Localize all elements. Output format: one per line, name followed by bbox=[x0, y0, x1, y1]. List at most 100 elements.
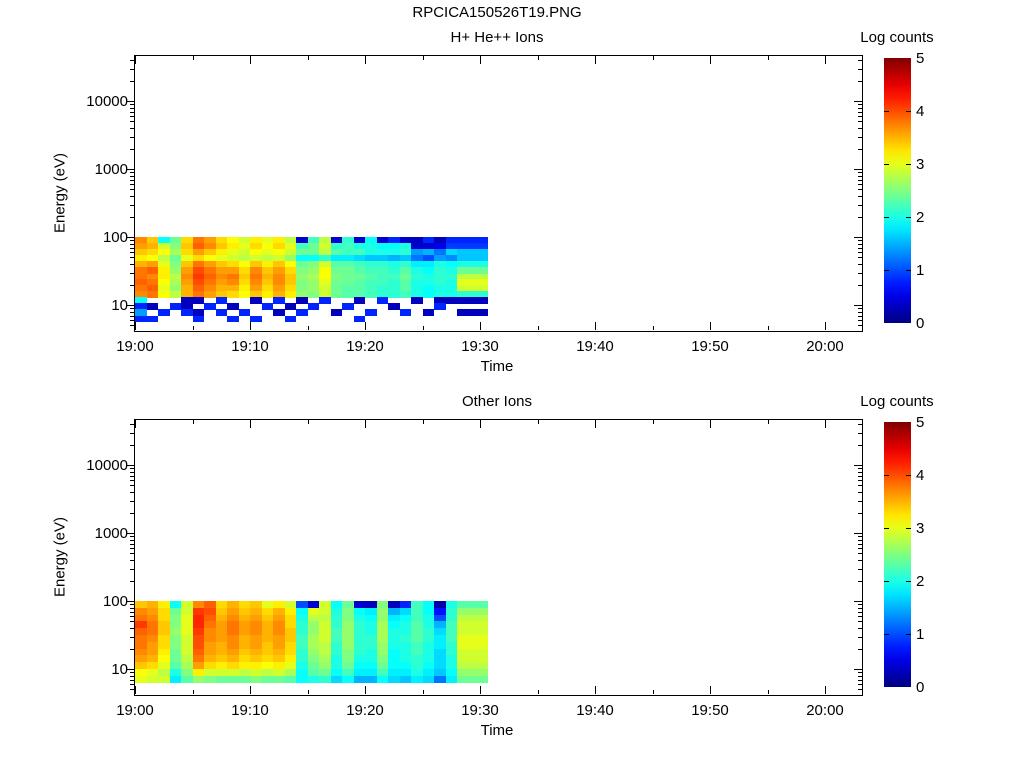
heatmap-cell bbox=[457, 255, 489, 262]
heatmap-cell bbox=[457, 607, 489, 616]
y-major-tick bbox=[126, 305, 134, 306]
y-minor-tick bbox=[130, 104, 134, 106]
heatmap-cell bbox=[227, 285, 239, 292]
heatmap-cell bbox=[158, 614, 170, 622]
heatmap-cell bbox=[284, 315, 297, 322]
heatmap-cell bbox=[238, 655, 251, 663]
heatmap-cell bbox=[169, 675, 182, 684]
y-minor-tick bbox=[130, 536, 134, 538]
heatmap-cell bbox=[204, 249, 216, 256]
heatmap-cell bbox=[204, 675, 216, 684]
heatmap-cell bbox=[204, 243, 216, 250]
y-minor-tick bbox=[130, 432, 134, 434]
heatmap-cell bbox=[411, 675, 423, 684]
heatmap-cell bbox=[146, 285, 159, 292]
y-minor-tick bbox=[858, 553, 862, 555]
x-minor-tick bbox=[767, 690, 769, 694]
heatmap-cell bbox=[445, 279, 458, 286]
heatmap-cell bbox=[261, 249, 274, 256]
heatmap-cell bbox=[296, 628, 308, 636]
heatmap-cell bbox=[353, 255, 366, 262]
y-minor-tick bbox=[858, 60, 862, 62]
heatmap-cell bbox=[215, 628, 228, 636]
heatmap-cell bbox=[250, 655, 262, 663]
x-axis-label-top: Time bbox=[480, 358, 514, 375]
heatmap-cell bbox=[296, 273, 308, 280]
heatmap-cell bbox=[319, 628, 331, 636]
heatmap-cell bbox=[273, 279, 285, 286]
heatmap-cell bbox=[261, 279, 274, 286]
heatmap-cell bbox=[192, 675, 205, 684]
colorbar-tick bbox=[906, 528, 911, 529]
heatmap-cell bbox=[261, 607, 274, 616]
heatmap-cell bbox=[411, 249, 423, 256]
heatmap-cell bbox=[388, 648, 400, 656]
x-tick-label: 19:50 bbox=[691, 338, 729, 355]
heatmap-cell bbox=[169, 249, 182, 256]
heatmap-cell bbox=[330, 291, 343, 298]
y-minor-tick bbox=[858, 500, 862, 502]
heatmap-cell bbox=[227, 267, 239, 274]
heatmap-cell bbox=[434, 303, 446, 310]
heatmap-cell bbox=[169, 285, 182, 292]
heatmap-cell bbox=[261, 267, 274, 274]
colorbar-tick bbox=[884, 164, 889, 165]
heatmap-cell bbox=[388, 267, 400, 274]
heatmap-cell bbox=[261, 273, 274, 280]
heatmap-cell bbox=[457, 641, 489, 649]
heatmap-cell bbox=[284, 635, 297, 643]
heatmap-cell bbox=[227, 249, 239, 256]
heatmap-cell bbox=[135, 675, 147, 684]
heatmap-cell bbox=[135, 669, 147, 677]
y-minor-tick bbox=[858, 315, 862, 317]
y-minor-tick bbox=[130, 189, 134, 191]
heatmap-cell bbox=[353, 237, 366, 244]
y-minor-tick bbox=[130, 580, 134, 582]
heatmap-cell bbox=[169, 635, 182, 643]
heatmap-cell bbox=[434, 297, 446, 304]
heatmap-cell bbox=[365, 662, 377, 670]
heatmap-cell bbox=[158, 309, 170, 316]
y-major-tick bbox=[854, 101, 862, 102]
heatmap-cell bbox=[169, 621, 182, 629]
heatmap-cell bbox=[422, 261, 435, 268]
heatmap-cell bbox=[411, 291, 423, 298]
heatmap-cell bbox=[215, 601, 228, 609]
heatmap-cell bbox=[273, 267, 285, 274]
y-major-tick bbox=[854, 237, 862, 238]
heatmap-cell bbox=[399, 635, 412, 643]
heatmap-cell bbox=[434, 279, 446, 286]
colorbar-tick bbox=[906, 217, 911, 218]
heatmap-cell bbox=[307, 614, 320, 622]
heatmap-cell bbox=[353, 648, 366, 656]
x-major-tick bbox=[595, 686, 596, 694]
heatmap-cell bbox=[169, 614, 182, 622]
heatmap-cell bbox=[353, 273, 366, 280]
heatmap-cell bbox=[376, 285, 389, 292]
x-major-tick bbox=[480, 56, 481, 64]
heatmap-cell bbox=[135, 628, 147, 636]
heatmap-cell bbox=[215, 267, 228, 274]
heatmap-cell bbox=[319, 607, 331, 616]
heatmap-cell bbox=[135, 267, 147, 274]
heatmap-cell bbox=[296, 607, 308, 616]
heatmap-cell bbox=[388, 607, 400, 616]
heatmap-cell bbox=[169, 607, 182, 616]
heatmap-cell bbox=[284, 303, 297, 310]
heatmap-cell bbox=[353, 315, 366, 322]
heatmap-cell bbox=[388, 662, 400, 670]
heatmap-cell bbox=[342, 641, 354, 649]
x-major-tick bbox=[480, 686, 481, 694]
x-tick-label: 19:00 bbox=[116, 338, 154, 355]
heatmap-cell bbox=[376, 648, 389, 656]
heatmap-cell bbox=[273, 621, 285, 629]
heatmap-cell bbox=[250, 628, 262, 636]
heatmap-cell bbox=[169, 279, 182, 286]
heatmap-cell bbox=[342, 243, 354, 250]
y-minor-tick bbox=[858, 204, 862, 206]
heatmap-cell bbox=[422, 273, 435, 280]
heatmap-cell bbox=[330, 662, 343, 670]
y-minor-tick bbox=[130, 444, 134, 446]
y-minor-tick bbox=[858, 116, 862, 118]
heatmap-cell bbox=[365, 628, 377, 636]
